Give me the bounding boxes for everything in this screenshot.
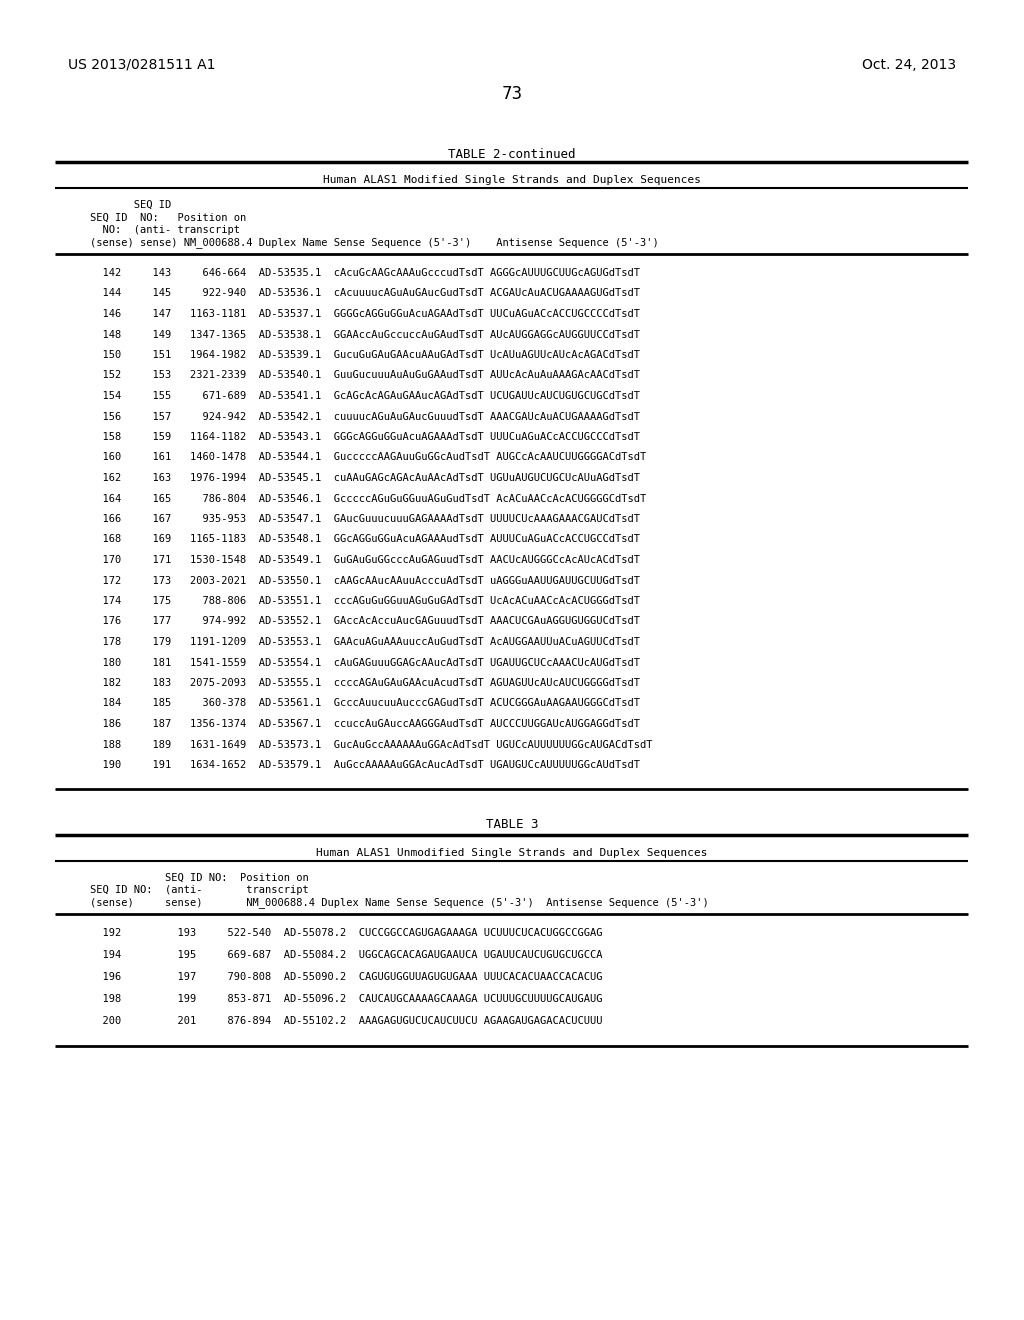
Text: 162     163   1976-1994  AD-53545.1  cuAAuGAGcAGAcAuAAcAdTsdT UGUuAUGUCUGCUcAUuA: 162 163 1976-1994 AD-53545.1 cuAAuGAGcAG… xyxy=(90,473,640,483)
Text: SEQ ID NO:  Position on: SEQ ID NO: Position on xyxy=(90,873,309,883)
Text: 166     167     935-953  AD-53547.1  GAucGuuucuuuGAGAAAAdTsdT UUUUCUcAAAGAAACGAU: 166 167 935-953 AD-53547.1 GAucGuuucuuuG… xyxy=(90,513,640,524)
Text: Oct. 24, 2013: Oct. 24, 2013 xyxy=(862,58,956,73)
Text: 192         193     522-540  AD-55078.2  CUCCGGCCAGUGAGAAAGA UCUUUCUCACUGGCCGGAG: 192 193 522-540 AD-55078.2 CUCCGGCCAGUGA… xyxy=(90,928,602,939)
Text: 178     179   1191-1209  AD-53553.1  GAAcuAGuAAAuuccAuGudTsdT AcAUGGAAUUuACuAGUU: 178 179 1191-1209 AD-53553.1 GAAcuAGuAAA… xyxy=(90,638,640,647)
Text: (sense)     sense)       NM_000688.4 Duplex Name Sense Sequence (5'-3')  Antisen: (sense) sense) NM_000688.4 Duplex Name S… xyxy=(90,898,709,908)
Text: 146     147   1163-1181  AD-53537.1  GGGGcAGGuGGuAcuAGAAdTsdT UUCuAGuACcACCUGCCC: 146 147 1163-1181 AD-53537.1 GGGGcAGGuGG… xyxy=(90,309,640,319)
Text: 152     153   2321-2339  AD-53540.1  GuuGucuuuAuAuGuGAAudTsdT AUUcAcAuAuAAAGAcAA: 152 153 2321-2339 AD-53540.1 GuuGucuuuAu… xyxy=(90,371,640,380)
Text: SEQ ID: SEQ ID xyxy=(90,201,171,210)
Text: 170     171   1530-1548  AD-53549.1  GuGAuGuGGcccAuGAGuudTsdT AACUcAUGGGCcAcAUcA: 170 171 1530-1548 AD-53549.1 GuGAuGuGGcc… xyxy=(90,554,640,565)
Text: SEQ ID NO:  (anti-       transcript: SEQ ID NO: (anti- transcript xyxy=(90,884,309,895)
Text: SEQ ID  NO:   Position on: SEQ ID NO: Position on xyxy=(90,213,246,223)
Text: 180     181   1541-1559  AD-53554.1  cAuGAGuuuGGAGcAAucAdTsdT UGAUUGCUCcAAACUcAU: 180 181 1541-1559 AD-53554.1 cAuGAGuuuGG… xyxy=(90,657,640,668)
Text: 200         201     876-894  AD-55102.2  AAAGAGUGUCUCAUCUUCU AGAAGAUGAGACACUCUUU: 200 201 876-894 AD-55102.2 AAAGAGUGUCUCA… xyxy=(90,1016,602,1026)
Text: 148     149   1347-1365  AD-53538.1  GGAAccAuGccuccAuGAudTsdT AUcAUGGAGGcAUGGUUC: 148 149 1347-1365 AD-53538.1 GGAAccAuGcc… xyxy=(90,330,640,339)
Text: 164     165     786-804  AD-53546.1  GcccccAGuGuGGuuAGuGudTsdT AcACuAACcAcACUGGG: 164 165 786-804 AD-53546.1 GcccccAGuGuGG… xyxy=(90,494,646,503)
Text: NO:  (anti- transcript: NO: (anti- transcript xyxy=(90,224,240,235)
Text: 142     143     646-664  AD-53535.1  cAcuGcAAGcAAAuGcccudTsdT AGGGcAUUUGCUUGcAGU: 142 143 646-664 AD-53535.1 cAcuGcAAGcAAA… xyxy=(90,268,640,279)
Text: Human ALAS1 Modified Single Strands and Duplex Sequences: Human ALAS1 Modified Single Strands and … xyxy=(323,176,701,185)
Text: 188     189   1631-1649  AD-53573.1  GucAuGccAAAAAAuGGAcAdTsdT UGUCcAUUUUUUGGcAU: 188 189 1631-1649 AD-53573.1 GucAuGccAAA… xyxy=(90,739,652,750)
Text: TABLE 2-continued: TABLE 2-continued xyxy=(449,148,575,161)
Text: 160     161   1460-1478  AD-53544.1  GucccccAAGAuuGuGGcAudTsdT AUGCcAcAAUCUUGGGG: 160 161 1460-1478 AD-53544.1 GucccccAAGA… xyxy=(90,453,646,462)
Text: 198         199     853-871  AD-55096.2  CAUCAUGCAAAAGCAAAGA UCUUUGCUUUUGCAUGAUG: 198 199 853-871 AD-55096.2 CAUCAUGCAAAAG… xyxy=(90,994,602,1005)
Text: 73: 73 xyxy=(502,84,522,103)
Text: 144     145     922-940  AD-53536.1  cAcuuuucAGuAuGAucGudTsdT ACGAUcAuACUGAAAAGU: 144 145 922-940 AD-53536.1 cAcuuuucAGuAu… xyxy=(90,289,640,298)
Text: 154     155     671-689  AD-53541.1  GcAGcAcAGAuGAAucAGAdTsdT UCUGAUUcAUCUGUGCUG: 154 155 671-689 AD-53541.1 GcAGcAcAGAuGA… xyxy=(90,391,640,401)
Text: 158     159   1164-1182  AD-53543.1  GGGcAGGuGGuAcuAGAAAdTsdT UUUCuAGuACcACCUGCC: 158 159 1164-1182 AD-53543.1 GGGcAGGuGGu… xyxy=(90,432,640,442)
Text: 190     191   1634-1652  AD-53579.1  AuGccAAAAAuGGAcAucAdTsdT UGAUGUCcAUUUUUGGcA: 190 191 1634-1652 AD-53579.1 AuGccAAAAAu… xyxy=(90,760,640,770)
Text: Human ALAS1 Unmodified Single Strands and Duplex Sequences: Human ALAS1 Unmodified Single Strands an… xyxy=(316,847,708,858)
Text: 172     173   2003-2021  AD-53550.1  cAAGcAAucAAuuAcccuAdTsdT uAGGGuAAUUGAUUGCUU: 172 173 2003-2021 AD-53550.1 cAAGcAAucAA… xyxy=(90,576,640,586)
Text: 176     177     974-992  AD-53552.1  GAccAcAccuAucGAGuuudTsdT AAACUCGAuAGGUGUGGU: 176 177 974-992 AD-53552.1 GAccAcAccuAuc… xyxy=(90,616,640,627)
Text: 156     157     924-942  AD-53542.1  cuuuucAGuAuGAucGuuudTsdT AAACGAUcAuACUGAAAA: 156 157 924-942 AD-53542.1 cuuuucAGuAuGA… xyxy=(90,412,640,421)
Text: 184     185     360-378  AD-53561.1  GcccAuucuuAucccGAGudTsdT ACUCGGGAuAAGAAUGGG: 184 185 360-378 AD-53561.1 GcccAuucuuAuc… xyxy=(90,698,640,709)
Text: 168     169   1165-1183  AD-53548.1  GGcAGGuGGuAcuAGAAAudTsdT AUUUCuAGuACcACCUGC: 168 169 1165-1183 AD-53548.1 GGcAGGuGGuA… xyxy=(90,535,640,544)
Text: 186     187   1356-1374  AD-53567.1  ccuccAuGAuccAAGGGAudTsdT AUCCCUUGGAUcAUGGAG: 186 187 1356-1374 AD-53567.1 ccuccAuGAuc… xyxy=(90,719,640,729)
Text: (sense) sense) NM_000688.4 Duplex Name Sense Sequence (5'-3')    Antisense Seque: (sense) sense) NM_000688.4 Duplex Name S… xyxy=(90,238,658,248)
Text: 150     151   1964-1982  AD-53539.1  GucuGuGAuGAAcuAAuGAdTsdT UcAUuAGUUcAUcAcAGA: 150 151 1964-1982 AD-53539.1 GucuGuGAuGA… xyxy=(90,350,640,360)
Text: 174     175     788-806  AD-53551.1  cccAGuGuGGuuAGuGuGAdTsdT UcAcACuAACcAcACUGG: 174 175 788-806 AD-53551.1 cccAGuGuGGuuA… xyxy=(90,597,640,606)
Text: 194         195     669-687  AD-55084.2  UGGCAGCACAGAUGAAUCA UGAUUCAUCUGUGCUGCCA: 194 195 669-687 AD-55084.2 UGGCAGCACAGAU… xyxy=(90,950,602,960)
Text: 196         197     790-808  AD-55090.2  CAGUGUGGUUAGUGUGAAA UUUCACACUAACCACACUG: 196 197 790-808 AD-55090.2 CAGUGUGGUUAGU… xyxy=(90,972,602,982)
Text: TABLE 3: TABLE 3 xyxy=(485,818,539,832)
Text: 182     183   2075-2093  AD-53555.1  ccccAGAuGAuGAAcuAcudTsdT AGUAGUUcAUcAUCUGGG: 182 183 2075-2093 AD-53555.1 ccccAGAuGAu… xyxy=(90,678,640,688)
Text: US 2013/0281511 A1: US 2013/0281511 A1 xyxy=(68,58,215,73)
